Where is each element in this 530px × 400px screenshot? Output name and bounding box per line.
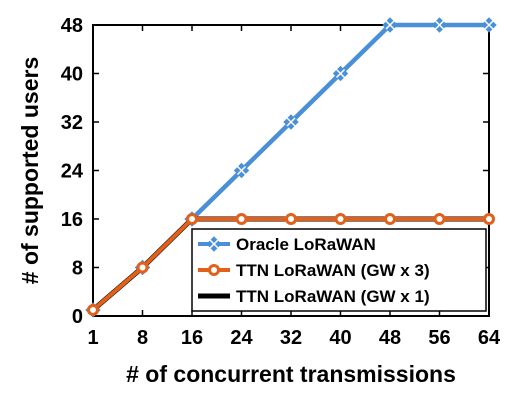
legend-entry-label: TTN LoRaWAN (GW x 1) <box>236 287 430 306</box>
y-tick-label: 8 <box>72 258 83 280</box>
x-tick-label: 64 <box>478 327 501 349</box>
x-tick-label: 32 <box>280 327 302 349</box>
data-point-cross <box>484 20 494 30</box>
data-point-cross <box>236 165 247 176</box>
data-point <box>384 213 396 225</box>
data-point-cross <box>335 68 346 79</box>
legend-swatch-marker <box>208 264 220 276</box>
x-axis-label: # of concurrent transmissions <box>126 361 456 387</box>
data-point <box>334 213 347 225</box>
data-point <box>433 213 446 225</box>
x-axis: 1 8 16 24 32 40 48 56 64 <box>87 25 501 349</box>
data-point-cross <box>434 20 445 30</box>
x-tick-label: 56 <box>428 327 450 349</box>
y-tick-label: 24 <box>61 161 84 183</box>
data-point-cross <box>286 117 296 127</box>
legend-box <box>191 228 487 312</box>
y-tick-label: 16 <box>61 209 83 231</box>
data-point <box>483 213 495 225</box>
y-tick-label: 48 <box>61 15 83 37</box>
data-point <box>235 213 248 225</box>
legend: Oracle LoRaWAN TTN LoRaWAN (GW x 3) TTN Lo… <box>191 228 487 312</box>
data-point <box>87 303 99 316</box>
x-tick-label: 8 <box>137 327 148 349</box>
series-layer <box>85 17 497 318</box>
y-tick-label: 40 <box>61 64 83 86</box>
data-point <box>285 213 297 225</box>
x-tick-label: 48 <box>379 327 401 349</box>
data-point <box>136 261 149 274</box>
series-1 <box>87 213 495 316</box>
data-point-cross <box>385 20 395 30</box>
x-tick-label: 1 <box>87 327 98 349</box>
x-tick-label: 40 <box>329 327 351 349</box>
y-tick-label: 0 <box>72 306 83 328</box>
data-point <box>186 213 198 225</box>
y-axis-label: # of supported users <box>17 57 43 284</box>
legend-swatch-marker-cross <box>209 239 219 249</box>
y-tick-label: 32 <box>61 112 83 134</box>
legend-entry-label: TTN LoRaWAN (GW x 3) <box>236 261 430 280</box>
legend-entry-label: Oracle LoRaWAN <box>236 235 376 254</box>
x-tick-label: 16 <box>181 327 203 349</box>
x-tick-label: 24 <box>230 327 253 349</box>
